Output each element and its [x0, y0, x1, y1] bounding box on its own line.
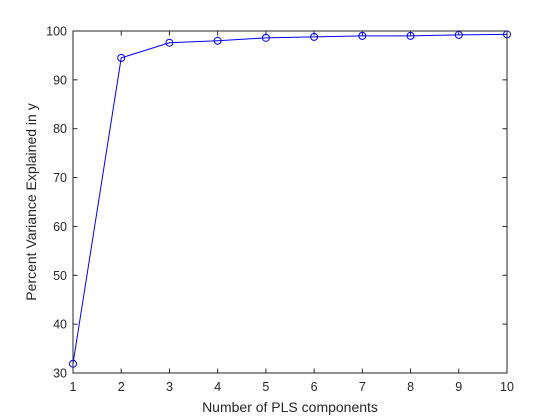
data-point-marker — [213, 36, 222, 45]
data-point-marker — [310, 32, 319, 41]
y-tick-label: 100 — [46, 25, 67, 39]
x-tick-label: 10 — [500, 380, 514, 394]
y-tick-label: 80 — [53, 122, 67, 136]
y-axis-label: Percent Variance Explained in y — [23, 103, 39, 300]
x-tick-label: 1 — [70, 380, 77, 394]
x-tick-label: 8 — [407, 380, 414, 394]
axes-box — [72, 30, 508, 374]
x-tick-label: 7 — [359, 380, 366, 394]
y-tick-label: 90 — [53, 73, 67, 87]
x-tick-label: 4 — [214, 380, 221, 394]
y-tick-label: 70 — [53, 171, 67, 185]
y-tick-label: 40 — [53, 318, 67, 332]
x-tick-label: 5 — [262, 380, 269, 394]
x-tick-label: 6 — [311, 380, 318, 394]
data-point-marker — [165, 38, 174, 47]
series-line — [72, 33, 508, 364]
y-tick-label: 30 — [53, 367, 67, 381]
axes-background — [73, 31, 507, 373]
x-axis-label: Number of PLS components — [202, 399, 378, 415]
x-tick-label: 9 — [455, 380, 462, 394]
data-point-marker — [261, 33, 270, 42]
series-group — [69, 30, 511, 368]
x-tick-label: 2 — [118, 380, 125, 394]
data-point-marker — [406, 31, 415, 40]
y-tick-label: 60 — [53, 220, 67, 234]
y-tick-label: 50 — [53, 269, 67, 283]
data-point-marker — [358, 31, 367, 40]
x-tick-label: 3 — [166, 380, 173, 394]
data-point-marker — [117, 53, 126, 62]
